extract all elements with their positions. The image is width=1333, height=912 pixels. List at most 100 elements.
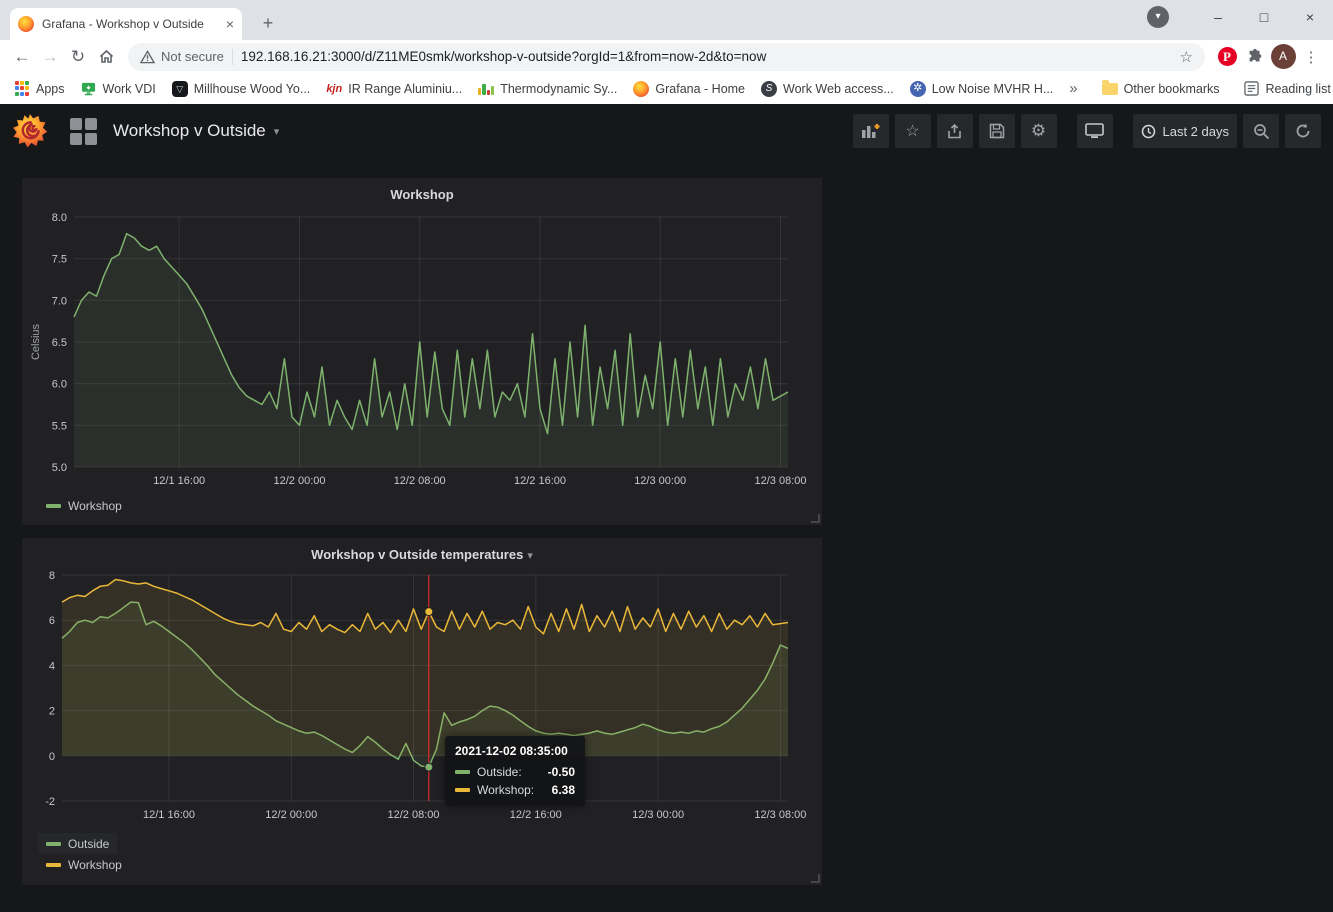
panel-resize-handle[interactable]	[811, 514, 820, 523]
grafana-toolbar: ☆ ⚙ Last 2 days	[847, 114, 1322, 148]
dark-gem-icon: ▽	[172, 81, 188, 97]
forward-icon[interactable]: →	[36, 43, 64, 71]
reading-list-button[interactable]: Reading list	[1235, 78, 1333, 100]
time-range-label: Last 2 days	[1163, 124, 1230, 139]
time-range-picker[interactable]: Last 2 days	[1133, 114, 1238, 148]
apps-grid-icon	[14, 81, 30, 97]
kjn-icon: kjn	[326, 81, 342, 97]
graph-tooltip: 2021-12-02 08:35:00 Outside: -0.50 Works…	[445, 736, 585, 806]
panel-workshop-v-outside: Workshop v Outside temperatures▾ 86420-2…	[22, 538, 822, 885]
dashboards-grid-icon[interactable]	[70, 118, 97, 145]
tab-title: Grafana - Workshop v Outside	[42, 17, 218, 31]
svg-text:7.0: 7.0	[52, 295, 67, 307]
refresh-dashboard-button[interactable]	[1285, 114, 1321, 148]
grafana-navbar: Workshop v Outside ▾ ☆ ⚙ Last 2 days	[0, 104, 1333, 158]
svg-text:5.5: 5.5	[52, 420, 67, 432]
bookmarks-overflow-icon[interactable]: »	[1061, 80, 1085, 97]
comparison-chart[interactable]: 86420-212/1 16:0012/2 00:0012/2 08:0012/…	[28, 567, 816, 829]
pinterest-extension-icon[interactable]: P	[1213, 43, 1241, 71]
svg-text:12/3 00:00: 12/3 00:00	[632, 809, 684, 821]
profile-avatar[interactable]: A	[1269, 43, 1297, 71]
browser-toolbar: ← → ↻ Not secure 192.168.16.21:3000/d/Z1…	[0, 40, 1333, 73]
svg-text:6.0: 6.0	[52, 379, 67, 391]
dashboard-title-dropdown[interactable]: Workshop v Outside ▾	[113, 121, 279, 141]
panel-comparison-title[interactable]: Workshop v Outside temperatures▾	[28, 543, 816, 567]
url-text[interactable]: 192.168.16.21:3000/d/Z11ME0smk/workshop-…	[241, 49, 1172, 64]
reload-icon[interactable]: ↻	[64, 43, 92, 71]
browser-update-icon[interactable]: ▾	[1147, 6, 1169, 28]
security-chip[interactable]: Not secure	[140, 49, 224, 64]
workshop-chart[interactable]: 8.07.57.06.56.05.55.012/1 16:0012/2 00:0…	[28, 207, 816, 495]
svg-text:12/2 00:00: 12/2 00:00	[265, 809, 317, 821]
bookmark-grafana-home[interactable]: Grafana - Home	[625, 78, 753, 100]
svg-text:12/1 16:00: 12/1 16:00	[153, 475, 205, 487]
grafana-favicon	[18, 16, 34, 32]
tooltip-row-outside: Outside: -0.50	[455, 765, 575, 779]
browser-window: Grafana - Workshop v Outside × + ▾ – □ ×…	[0, 0, 1333, 104]
zoom-out-time-button[interactable]	[1243, 114, 1279, 148]
bar-chart-icon	[478, 82, 494, 95]
browser-menu-icon[interactable]: ⋮	[1297, 43, 1325, 71]
series-dash-icon	[46, 863, 61, 867]
dashboard-title: Workshop v Outside	[113, 121, 266, 141]
legend-item-outside[interactable]: Outside	[38, 833, 117, 854]
bookmark-work-vdi[interactable]: Work VDI	[73, 78, 164, 100]
tooltip-value: -0.50	[548, 765, 575, 779]
legend-item-workshop2[interactable]: Workshop	[38, 854, 130, 875]
panel-menu-caret-icon[interactable]: ▾	[527, 550, 533, 562]
cycle-view-mode-button[interactable]	[1077, 114, 1113, 148]
address-bar[interactable]: Not secure 192.168.16.21:3000/d/Z11ME0sm…	[128, 43, 1205, 71]
svg-text:12/3 08:00: 12/3 08:00	[755, 475, 807, 487]
tooltip-value: 6.38	[552, 783, 575, 797]
omnibox-divider	[232, 49, 233, 65]
dashboard-content: Workshop 8.0 7.5 7.0 6.5 6.0 5.5 5.0 12/1 16:00…	[0, 158, 1333, 885]
svg-text:12/3 00:00: 12/3 00:00	[634, 475, 686, 487]
tab-close-icon[interactable]: ×	[226, 17, 234, 31]
svg-text:-2: -2	[45, 796, 55, 808]
comparison-legend: Outside Workshop	[28, 833, 816, 875]
bookmark-millhouse[interactable]: ▽ Millhouse Wood Yo...	[164, 78, 319, 100]
monitor-green-icon	[81, 81, 97, 97]
bookmark-work-web-access[interactable]: S Work Web access...	[753, 78, 902, 100]
new-tab-button[interactable]: +	[256, 12, 280, 36]
share-dashboard-button[interactable]	[937, 114, 973, 148]
bookmark-apps[interactable]: Apps	[6, 78, 73, 100]
bookmark-thermodynamic[interactable]: Thermodynamic Sy...	[470, 79, 625, 99]
other-bookmarks-button[interactable]: Other bookmarks	[1094, 78, 1228, 100]
dashboard-settings-button[interactable]: ⚙	[1021, 114, 1057, 148]
browser-tab[interactable]: Grafana - Workshop v Outside ×	[10, 8, 242, 40]
extensions-puzzle-icon[interactable]	[1241, 43, 1269, 71]
dark-globe-icon: S	[761, 81, 777, 97]
back-icon[interactable]: ←	[8, 43, 36, 71]
svg-text:7.5: 7.5	[52, 254, 67, 266]
bookmark-star-icon[interactable]: ☆	[1180, 48, 1193, 66]
grafana-logo[interactable]	[12, 113, 48, 149]
bookmarks-bar: Apps Work VDI ▽ Millhouse Wood Yo... kjn…	[0, 73, 1333, 104]
svg-text:8.0: 8.0	[52, 212, 67, 224]
panel-resize-handle[interactable]	[811, 874, 820, 883]
tooltip-row-workshop: Workshop: 6.38	[455, 783, 575, 797]
window-minimize-button[interactable]: –	[1195, 9, 1241, 25]
blue-fan-icon: ✲	[910, 81, 926, 97]
add-panel-button[interactable]	[853, 114, 889, 148]
series-dash-icon	[455, 770, 470, 774]
svg-text:6: 6	[49, 615, 55, 627]
star-dashboard-button[interactable]: ☆	[895, 114, 931, 148]
bookmark-ir-range[interactable]: kjn IR Range Aluminiu...	[318, 78, 470, 100]
window-close-button[interactable]: ×	[1287, 9, 1333, 25]
home-icon[interactable]	[92, 43, 120, 71]
svg-text:6.5: 6.5	[52, 337, 67, 349]
panel-workshop-title[interactable]: Workshop	[28, 183, 816, 207]
svg-text:0: 0	[49, 751, 55, 763]
clock-icon	[1141, 124, 1156, 139]
svg-text:12/1 16:00: 12/1 16:00	[143, 809, 195, 821]
tab-strip: Grafana - Workshop v Outside × + ▾ – □ ×	[0, 0, 1333, 40]
warning-icon	[140, 50, 155, 64]
save-dashboard-button[interactable]	[979, 114, 1015, 148]
bookmark-low-noise-mvhr[interactable]: ✲ Low Noise MVHR H...	[902, 78, 1062, 100]
security-label: Not secure	[161, 49, 224, 64]
svg-text:12/3 08:00: 12/3 08:00	[754, 809, 806, 821]
legend-item-workshop[interactable]: Workshop	[38, 495, 130, 516]
svg-text:5.0: 5.0	[52, 462, 67, 474]
window-maximize-button[interactable]: □	[1241, 9, 1287, 25]
